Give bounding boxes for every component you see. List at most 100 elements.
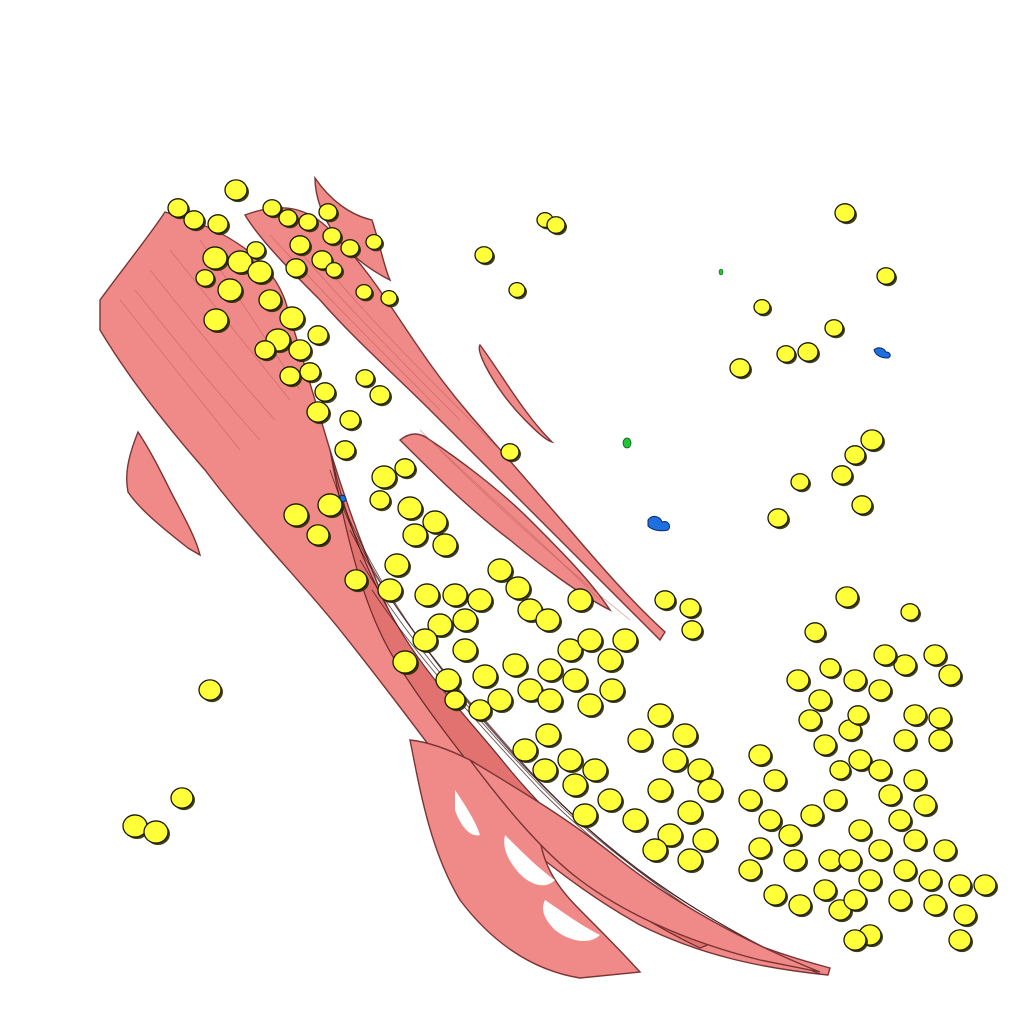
yellow-cell bbox=[474, 246, 494, 264]
yellow-cell bbox=[143, 820, 169, 844]
yellow-cell bbox=[535, 608, 561, 632]
yellow-cell bbox=[868, 759, 892, 781]
yellow-cell bbox=[247, 260, 273, 284]
yellow-cell bbox=[317, 493, 343, 517]
yellow-cell bbox=[647, 703, 673, 727]
yellow-cell bbox=[472, 664, 498, 688]
yellow-cell bbox=[562, 773, 588, 797]
yellow-cell bbox=[823, 789, 847, 811]
yellow-cell bbox=[800, 804, 824, 826]
yellow-cell bbox=[298, 213, 318, 231]
yellow-cell bbox=[888, 889, 912, 911]
yellow-cell bbox=[834, 203, 856, 223]
yellow-cell bbox=[844, 445, 866, 465]
yellow-cell bbox=[325, 261, 343, 279]
yellow-cell bbox=[928, 707, 952, 729]
yellow-cell bbox=[227, 250, 253, 274]
yellow-cell bbox=[868, 679, 892, 701]
yellow-cell bbox=[763, 884, 787, 906]
yellow-cell bbox=[797, 342, 819, 362]
yellow-cell bbox=[262, 199, 282, 217]
yellow-cell bbox=[207, 214, 229, 234]
yellow-cell bbox=[258, 289, 282, 311]
muscle-fiber-lower-fragment bbox=[409, 739, 821, 979]
yellow-cell bbox=[508, 281, 526, 299]
yellow-cell bbox=[183, 210, 205, 230]
yellow-cell bbox=[677, 800, 703, 824]
blue-object bbox=[873, 347, 891, 359]
yellow-cell bbox=[246, 241, 266, 259]
yellow-cell bbox=[339, 410, 361, 430]
muscle-fiber-fragment-left bbox=[126, 430, 202, 557]
yellow-cell bbox=[487, 558, 513, 582]
yellow-cell bbox=[306, 401, 330, 423]
yellow-cell bbox=[224, 179, 248, 201]
yellow-cell bbox=[487, 688, 513, 712]
yellow-cell bbox=[557, 638, 583, 662]
yellow-cell bbox=[679, 598, 701, 618]
yellow-cell bbox=[858, 869, 882, 891]
yellow-cell bbox=[948, 929, 972, 951]
yellow-cell bbox=[903, 829, 927, 851]
yellow-cell bbox=[500, 443, 520, 461]
yellow-cell bbox=[597, 648, 623, 672]
yellow-cell bbox=[422, 510, 448, 534]
yellow-cell bbox=[753, 298, 771, 316]
yellow-cell bbox=[170, 787, 194, 809]
yellow-cell bbox=[843, 929, 867, 951]
yellow-cell bbox=[835, 586, 859, 608]
yellow-cell bbox=[122, 814, 148, 838]
yellow-cell bbox=[397, 496, 423, 520]
yellow-cell bbox=[597, 788, 623, 812]
green-objects bbox=[622, 268, 724, 449]
yellow-cell bbox=[838, 849, 862, 871]
yellow-cell bbox=[279, 306, 305, 330]
yellow-cell bbox=[900, 603, 920, 621]
yellow-cell bbox=[851, 495, 873, 515]
yellow-cell bbox=[278, 209, 298, 227]
yellow-cell bbox=[953, 904, 977, 926]
yellow-cell bbox=[913, 794, 937, 816]
muscle-fiber-fragment-right bbox=[478, 343, 555, 444]
yellow-cell bbox=[546, 216, 566, 234]
yellow-cell bbox=[818, 849, 842, 871]
green-object bbox=[622, 437, 632, 449]
yellow-cell bbox=[918, 869, 942, 891]
yellow-cell bbox=[657, 823, 683, 847]
yellow-cell bbox=[344, 569, 368, 591]
yellow-cell bbox=[813, 734, 837, 756]
yellow-cell bbox=[306, 524, 330, 546]
yellow-cell bbox=[384, 553, 410, 577]
yellow-cell bbox=[285, 258, 307, 278]
yellow-cell bbox=[517, 678, 543, 702]
yellow-cell bbox=[923, 894, 947, 916]
yellow-cell bbox=[786, 669, 810, 691]
green-object bbox=[718, 268, 724, 276]
yellow-cell bbox=[195, 269, 215, 287]
yellow-cell bbox=[654, 590, 676, 610]
yellow-cell bbox=[254, 340, 276, 360]
yellow-cell bbox=[577, 693, 603, 717]
yellow-cell bbox=[355, 283, 373, 301]
yellow-cell bbox=[677, 848, 703, 872]
yellow-cell bbox=[572, 803, 598, 827]
yellow-cell bbox=[577, 628, 603, 652]
yellow-cell bbox=[217, 278, 243, 302]
yellow-cell bbox=[535, 723, 561, 747]
yellow-cell bbox=[903, 769, 927, 791]
yellow-cell bbox=[288, 339, 312, 361]
yellow-cell bbox=[612, 628, 638, 652]
yellow-cell bbox=[868, 839, 892, 861]
yellow-cell bbox=[681, 620, 703, 640]
yellow-cell bbox=[819, 658, 841, 678]
yellow-cell bbox=[767, 508, 789, 528]
yellow-cell bbox=[203, 308, 229, 332]
yellow-cell bbox=[299, 362, 321, 382]
yellow-cell bbox=[873, 644, 897, 666]
blue-object bbox=[647, 515, 671, 532]
yellow-cell bbox=[933, 839, 957, 861]
yellow-cell bbox=[369, 490, 391, 510]
yellow-cell bbox=[307, 325, 329, 345]
yellow-cell bbox=[502, 653, 528, 677]
yellow-cell bbox=[355, 369, 375, 387]
